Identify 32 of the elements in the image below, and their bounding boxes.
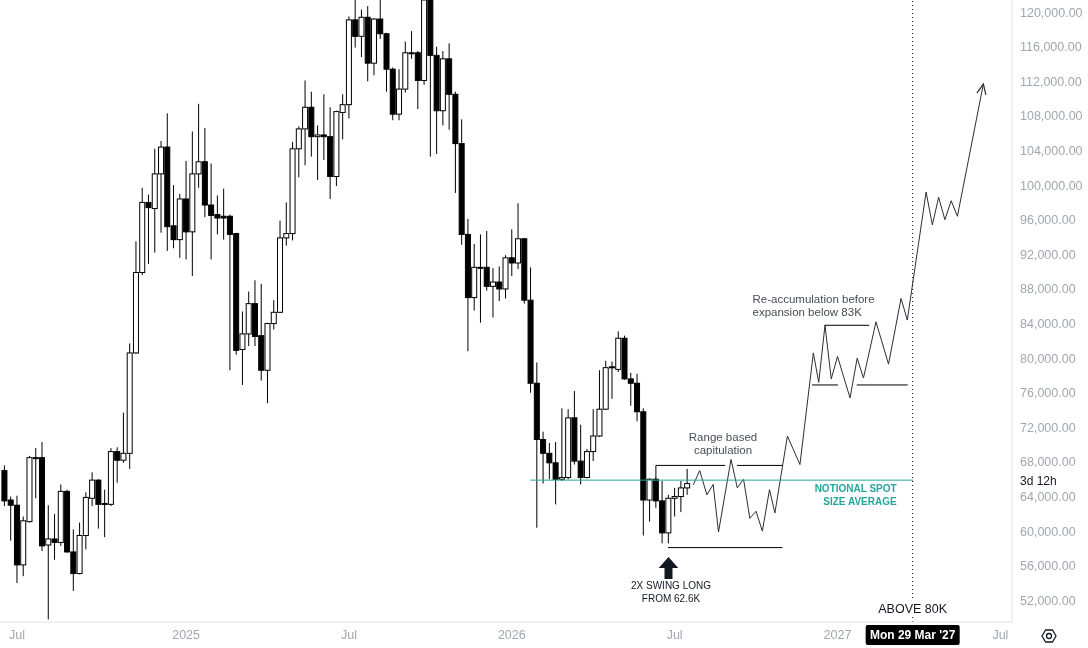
annotation: Re-accumulation before expansion below 83K bbox=[752, 293, 875, 319]
x-tick-label: Jul bbox=[340, 627, 357, 642]
y-tick-label: 104,000.00 bbox=[1020, 143, 1083, 158]
y-tick-label: 120,000.00 bbox=[1020, 5, 1083, 20]
ref-line-label: Mon 29 Mar '27 bbox=[869, 628, 956, 642]
x-tick-label: Jul bbox=[992, 627, 1009, 642]
series-label: NOTIONAL SPOT SIZE AVERAGE bbox=[814, 483, 897, 508]
annotation: 2X SWING LONG FROM 62.6K bbox=[630, 579, 712, 604]
y-tick-label: 64,000.00 bbox=[1020, 490, 1076, 504]
y-tick-label: 96,000.00 bbox=[1020, 213, 1076, 228]
y-tick-label: 52,000.00 bbox=[1020, 593, 1076, 608]
y-tick-label: 76,000.00 bbox=[1020, 386, 1076, 401]
y-tick-label: 88,000.00 bbox=[1020, 282, 1076, 297]
y-tick-label: 72,000.00 bbox=[1020, 420, 1076, 435]
x-tick-label: 2025 bbox=[172, 627, 201, 642]
y-tick-label: 68,000.00 bbox=[1020, 455, 1076, 470]
y-tick-label: 116,000.00 bbox=[1020, 40, 1082, 55]
y-tick-label: 112,000.00 bbox=[1020, 74, 1082, 89]
x-tick-label: Jul bbox=[9, 627, 25, 642]
x-tick-label: 2027 bbox=[823, 627, 852, 642]
y-tick-label: 80,000.00 bbox=[1020, 351, 1076, 366]
y-tick-label: 92,000.00 bbox=[1020, 247, 1076, 262]
x-tick-label: Jul bbox=[666, 627, 683, 642]
x-tick-label: 2026 bbox=[497, 627, 526, 642]
y-tick-label: 100,000.00 bbox=[1020, 178, 1083, 193]
annotation: Range based capitulation bbox=[688, 431, 758, 457]
text: 3d 12h bbox=[1020, 474, 1057, 489]
annotation: ABOVE 80K bbox=[878, 602, 948, 617]
y-tick-label: 84,000.00 bbox=[1020, 316, 1076, 331]
y-tick-label: 56,000.00 bbox=[1020, 559, 1076, 574]
y-tick-label: 108,000.00 bbox=[1020, 109, 1083, 124]
y-tick-label: 60,000.00 bbox=[1020, 524, 1076, 539]
